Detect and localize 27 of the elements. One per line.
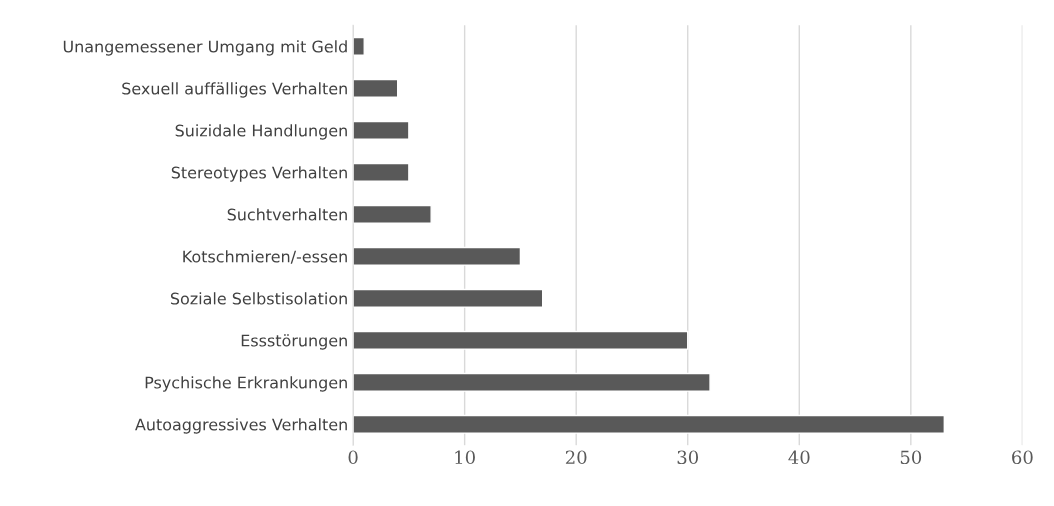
x-tick-label: 20 <box>565 450 587 465</box>
bar <box>353 372 711 392</box>
y-tick-label: Unangemessener Umgang mit Geld <box>63 40 347 56</box>
x-tick-label: 60 <box>1012 450 1033 465</box>
bar <box>353 162 410 182</box>
x-tick-label: 50 <box>900 450 922 465</box>
y-tick-label: Essstörungen <box>241 334 347 350</box>
x-tick-label: 10 <box>455 450 475 465</box>
y-tick-label: Psychische Erkrankungen <box>145 376 347 392</box>
bar <box>353 288 544 308</box>
y-tick-label: Suizidale Handlungen <box>175 124 347 140</box>
bar <box>353 414 945 434</box>
bar <box>353 36 365 56</box>
y-tick-label: Autoaggressives Verhalten <box>135 418 347 434</box>
bar <box>353 204 432 224</box>
bar <box>353 120 410 140</box>
y-tick-label: Soziale Selbstisolation <box>170 292 347 305</box>
bar <box>353 246 522 266</box>
y-tick-label: Suchtverhalten <box>227 208 347 221</box>
bar <box>353 78 399 98</box>
y-tick-label: Kotschmieren/-essen <box>183 250 347 264</box>
x-tick-label: 0 <box>348 450 358 465</box>
y-tick-label: Stereotypes Verhalten <box>171 166 347 182</box>
bar <box>353 330 689 350</box>
x-tick-label: 40 <box>788 450 810 465</box>
y-tick-label: Sexuell auffälliges Verhalten <box>122 82 347 98</box>
x-tick-label: 30 <box>677 450 699 465</box>
